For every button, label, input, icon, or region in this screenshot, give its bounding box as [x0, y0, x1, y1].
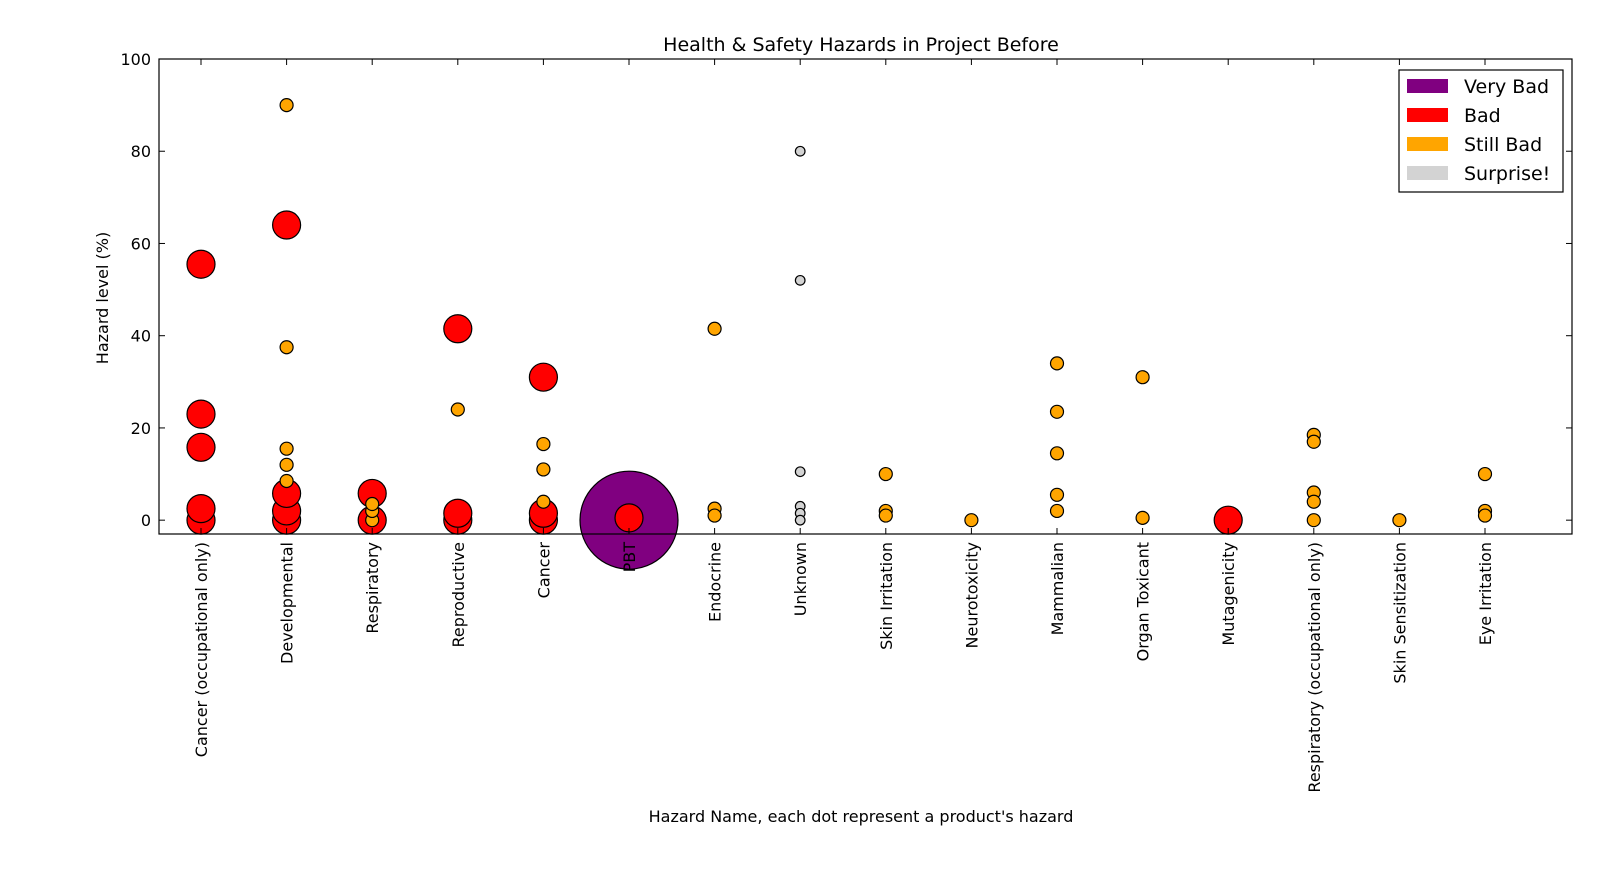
data-point-bad: [614, 503, 644, 533]
data-point-bad: [186, 249, 216, 279]
data-point-still-bad: [365, 496, 380, 512]
x-axis-title: Hazard Name, each dot represent a produc…: [649, 807, 1074, 826]
data-point-still-bad: [1049, 404, 1065, 419]
data-point-bad: [443, 498, 473, 528]
x-tick-label: Neurotoxicity: [962, 542, 981, 648]
points-layer: [186, 98, 1493, 570]
y-tick-label: 100: [120, 50, 151, 69]
data-point-still-bad: [279, 98, 294, 113]
data-point-still-bad: [1049, 503, 1065, 519]
data-point-still-bad: [1049, 487, 1065, 502]
data-point-still-bad: [279, 473, 294, 489]
data-point-bad: [186, 494, 216, 524]
data-point-still-bad: [1049, 446, 1065, 461]
x-tick-label: Organ Toxicant: [1134, 542, 1153, 661]
x-tick-label: Respiratory (occupational only): [1305, 542, 1324, 793]
legend-swatch: [1407, 79, 1448, 93]
ticks-layer: 0 20 40 60 80 100 Cancer (occupational only) De…: [120, 50, 1572, 793]
x-tick-label: Developmental: [278, 542, 297, 664]
x-tick-label: Endocrine: [706, 542, 725, 622]
data-point-still-bad: [878, 466, 893, 482]
x-tick-label: Skin Sensitization: [1390, 542, 1409, 684]
data-point-still-bad: [279, 441, 294, 456]
data-point-surprise: [794, 145, 806, 157]
data-point-still-bad: [1306, 434, 1321, 449]
data-point-still-bad: [1477, 466, 1493, 482]
data-point-still-bad: [536, 462, 551, 477]
data-point-surprise: [794, 466, 806, 478]
data-point-still-bad: [1306, 494, 1321, 509]
legend-swatch: [1407, 166, 1448, 180]
chart-title: Health & Safety Hazards in Project Befor…: [663, 34, 1059, 56]
x-tick-label: Mutagenicity: [1219, 542, 1238, 646]
data-point-still-bad: [707, 508, 722, 523]
x-tick-label: Skin Irritation: [877, 542, 896, 650]
legend-label: Bad: [1464, 105, 1501, 127]
data-point-surprise: [794, 274, 806, 286]
data-point-still-bad: [1135, 370, 1150, 385]
x-tick-label: Unknown: [791, 542, 810, 616]
legend: Very Bad Bad Still Bad Surprise!: [1398, 69, 1564, 193]
data-point-still-bad: [878, 508, 893, 523]
data-point-still-bad: [707, 321, 722, 336]
x-tick-label: Reproductive: [449, 542, 468, 648]
data-point-still-bad: [964, 513, 979, 528]
legend-label: Surprise!: [1464, 163, 1550, 185]
data-point-still-bad: [279, 457, 294, 472]
data-point-bad: [186, 432, 216, 462]
data-point-still-bad: [450, 402, 465, 417]
data-point-still-bad: [279, 340, 294, 355]
data-point-still-bad: [1306, 513, 1321, 528]
legend-swatch: [1407, 137, 1448, 151]
x-tick-label: Respiratory: [363, 542, 382, 634]
x-tick-label: Cancer: [534, 542, 553, 599]
y-tick-label: 20: [131, 419, 151, 438]
data-point-still-bad: [536, 436, 551, 452]
plot-frame: [158, 58, 1573, 535]
x-tick-label: Mammalian: [1048, 542, 1067, 635]
data-point-still-bad: [1477, 508, 1493, 523]
y-tick-label: 40: [131, 327, 151, 346]
data-point-still-bad: [1392, 513, 1407, 528]
y-tick-label: 60: [131, 234, 151, 253]
legend-swatch: [1407, 108, 1448, 122]
data-point-bad: [186, 399, 216, 429]
data-point-bad: [443, 314, 473, 344]
y-axis-title: Hazard level (%): [93, 232, 112, 364]
legend-label: Very Bad: [1464, 76, 1549, 98]
data-point-bad: [272, 210, 302, 240]
data-point-still-bad: [1049, 356, 1065, 371]
data-point-bad: [528, 362, 559, 392]
x-tick-label: Eye Irritation: [1476, 542, 1495, 645]
y-tick-label: 80: [131, 142, 151, 161]
data-point-surprise: [794, 514, 806, 526]
y-tick-label: 0: [141, 511, 151, 530]
x-tick-label: PBT: [620, 542, 639, 573]
legend-label: Still Bad: [1464, 134, 1542, 156]
data-point-still-bad: [536, 494, 551, 509]
data-point-still-bad: [1135, 510, 1150, 525]
x-tick-label: Cancer (occupational only): [192, 542, 211, 757]
